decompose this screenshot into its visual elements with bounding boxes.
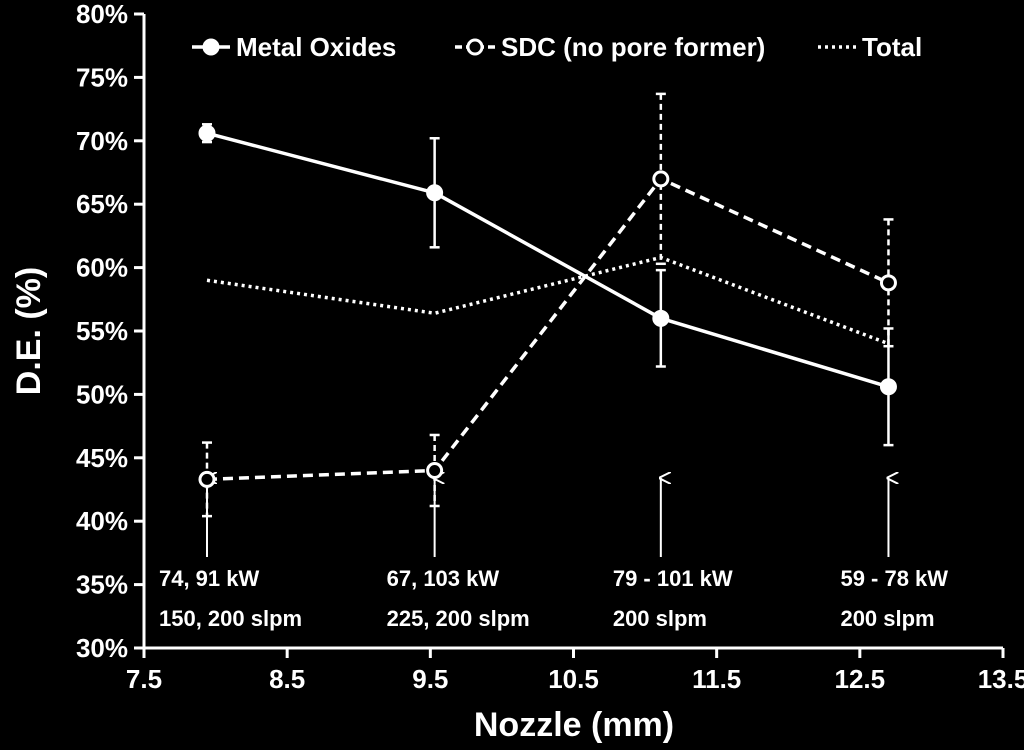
series-metal-oxides	[198, 123, 897, 447]
y-tick-label: 45%	[76, 443, 128, 473]
x-tick-label: 10.5	[548, 664, 599, 694]
y-axis-title: D.E. (%)	[10, 267, 48, 395]
y-tick-label: 80%	[76, 0, 128, 29]
annotation-flow: 225, 200 slpm	[387, 606, 530, 631]
annotation-flow: 200 slpm	[840, 606, 934, 631]
series-line	[206, 177, 890, 482]
legend-label: Total	[862, 32, 922, 62]
y-tick-label: 50%	[76, 379, 128, 409]
plot-frame	[142, 14, 1003, 650]
x-tick-label: 7.5	[126, 664, 162, 694]
legend-marker	[202, 38, 220, 56]
series-line	[206, 131, 889, 389]
y-tick-label: 70%	[76, 126, 128, 156]
series-total	[206, 255, 890, 346]
series-layer	[198, 92, 897, 518]
annotation-flow: 150, 200 slpm	[159, 606, 302, 631]
annotation-power: 59 - 78 kW	[840, 566, 948, 591]
data-point	[198, 124, 216, 142]
data-point	[652, 170, 670, 188]
axes: 30% 35% 40% 45% 50% 55% 60% 65% 70% 75% 80% 7.5 8.5 9…	[76, 0, 1024, 694]
x-tick-label: 12.5	[835, 664, 886, 694]
annotation-power: 79 - 101 kW	[613, 566, 733, 591]
series-sdc-no-pore-former	[198, 92, 897, 518]
annotation-power: 67, 103 kW	[387, 566, 500, 591]
annotations: 74, 91 kW 150, 200 slpm 67, 103 kW 225, 200…	[159, 478, 948, 631]
data-point	[879, 378, 897, 396]
x-tick-label: 11.5	[692, 664, 741, 694]
data-point	[426, 461, 444, 479]
annotation-flow: 200 slpm	[613, 606, 707, 631]
legend: Metal Oxides SDC (no pore former) Total	[192, 32, 922, 62]
x-tick-label: 13.5	[978, 664, 1024, 694]
y-tick-label: 55%	[76, 316, 128, 346]
annotation-power: 74, 91 kW	[159, 566, 260, 591]
legend-marker	[466, 38, 484, 56]
x-axis-title: Nozzle (mm)	[474, 706, 674, 744]
data-point	[879, 274, 897, 292]
y-tick-label: 40%	[76, 506, 128, 536]
data-point	[652, 309, 670, 327]
data-point	[198, 470, 216, 488]
x-tick-label: 9.5	[412, 664, 448, 694]
y-tick-label: 75%	[76, 62, 128, 92]
x-tick-label: 8.5	[269, 664, 305, 694]
y-tick-label: 60%	[76, 253, 128, 283]
y-tick-label: 30%	[76, 633, 128, 663]
series-line	[206, 255, 890, 346]
legend-label: SDC (no pore former)	[501, 32, 765, 62]
legend-label: Metal Oxides	[236, 32, 396, 62]
y-tick-label: 65%	[76, 189, 128, 219]
y-tick-label: 35%	[76, 570, 128, 600]
data-point	[426, 184, 444, 202]
